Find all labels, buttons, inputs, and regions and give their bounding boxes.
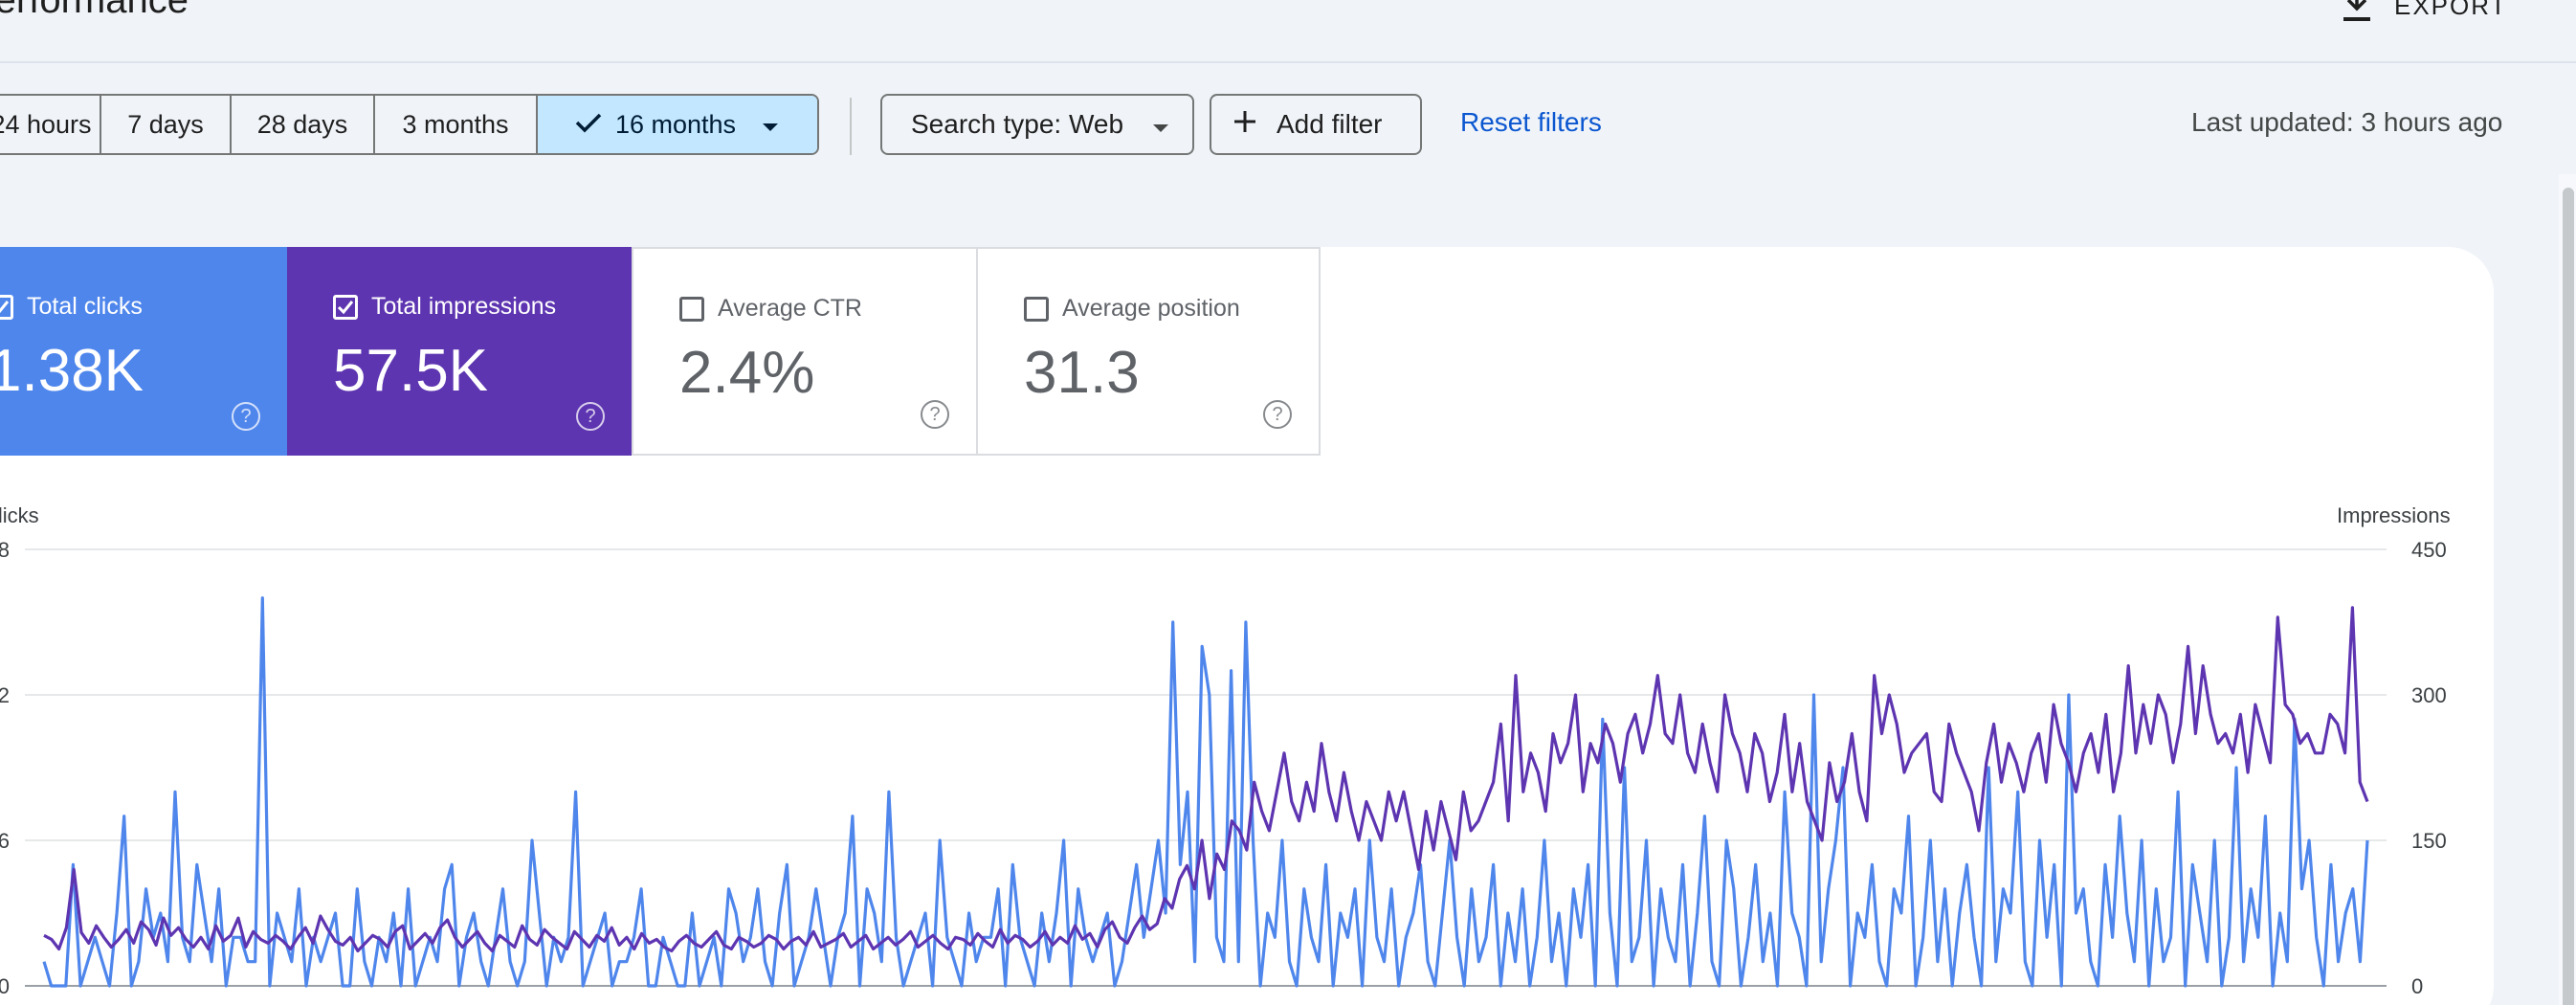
metric-tile-average-ctr[interactable]: Average CTR 2.4% ?: [632, 247, 976, 456]
caret-down-icon: [761, 110, 780, 140]
export-label: EXPORT: [2394, 0, 2508, 20]
right-tick-label: 450: [2411, 538, 2447, 562]
range-16-months[interactable]: 16 months: [538, 96, 817, 153]
metric-label: Total impressions: [371, 293, 557, 320]
series-line-impressions: [43, 606, 2369, 953]
download-icon: [2341, 0, 2373, 25]
help-icon[interactable]: ?: [1263, 400, 1292, 429]
range-24-hours[interactable]: 24 hours: [0, 96, 101, 153]
metric-value: 57.5K: [333, 338, 489, 404]
right-tick-label: 300: [2411, 683, 2447, 707]
left-tick-label: 0: [0, 974, 10, 998]
range-label: 16 months: [614, 109, 737, 139]
check-icon: [575, 110, 602, 140]
checkbox-unchecked-icon[interactable]: [679, 297, 704, 322]
add-filter-button[interactable]: Add filter: [1210, 94, 1422, 155]
range-label: 28 days: [256, 109, 348, 139]
metric-tile-average-position[interactable]: Average position 31.3 ?: [976, 247, 1321, 456]
help-icon[interactable]: ?: [232, 402, 260, 431]
right-tick-label: 150: [2411, 829, 2447, 853]
range-label: 3 months: [402, 109, 509, 139]
checkbox-checked-icon[interactable]: [333, 295, 358, 320]
metric-value: 1.38K: [0, 338, 144, 404]
caret-down-icon: [1152, 109, 1169, 140]
series-line-clicks: [42, 596, 2369, 988]
left-tick-label: 18: [0, 538, 10, 562]
metric-value: 2.4%: [679, 340, 815, 406]
metric-tile-total-impressions[interactable]: Total impressions 57.5K ?: [287, 247, 632, 456]
page-title: Performance: [0, 0, 189, 21]
plus-icon: [1232, 109, 1257, 141]
metric-label: Average position: [1062, 295, 1240, 322]
filter-bar: 24 hours 7 days 28 days 3 months 16 mont…: [0, 94, 2576, 155]
range-label: 24 hours: [0, 109, 92, 139]
metric-label: Average CTR: [718, 295, 862, 322]
export-button[interactable]: EXPORT: [2341, 0, 2507, 25]
checkbox-unchecked-icon[interactable]: [1024, 297, 1049, 322]
metric-value: 31.3: [1024, 340, 1140, 406]
range-3-months[interactable]: 3 months: [375, 96, 538, 153]
left-tick-label: 12: [0, 683, 10, 707]
date-range-group: 24 hours 7 days 28 days 3 months 16 mont…: [0, 94, 819, 155]
last-updated-text: Last updated: 3 hours ago: [2191, 107, 2503, 137]
search-type-dropdown[interactable]: Search type: Web: [880, 94, 1194, 155]
help-icon[interactable]: ?: [576, 402, 605, 431]
checkbox-checked-icon[interactable]: [0, 295, 13, 320]
range-7-days[interactable]: 7 days: [101, 96, 232, 153]
metric-label: Total clicks: [27, 293, 143, 320]
left-tick-label: 6: [0, 829, 10, 853]
reset-filters-link[interactable]: Reset filters: [1460, 107, 1602, 137]
filter-divider: [850, 98, 852, 155]
right-tick-label: 0: [2411, 974, 2423, 998]
performance-chart[interactable]: 0 0 6 150 12 300 18 450: [0, 498, 2576, 1005]
metric-tile-total-clicks[interactable]: Total clicks 1.38K ?: [0, 247, 287, 456]
right-axis-title: Impressions: [2337, 503, 2451, 527]
scrollbar-thumb[interactable]: [2563, 188, 2574, 1005]
title-bar: Performance EXPORT: [0, 0, 2576, 63]
search-type-label: Search type: Web: [911, 109, 1124, 139]
range-28-days[interactable]: 28 days: [232, 96, 375, 153]
left-axis-title: Clicks: [0, 503, 39, 527]
help-icon[interactable]: ?: [921, 400, 949, 429]
range-label: 7 days: [127, 109, 204, 139]
add-filter-label: Add filter: [1277, 109, 1383, 139]
